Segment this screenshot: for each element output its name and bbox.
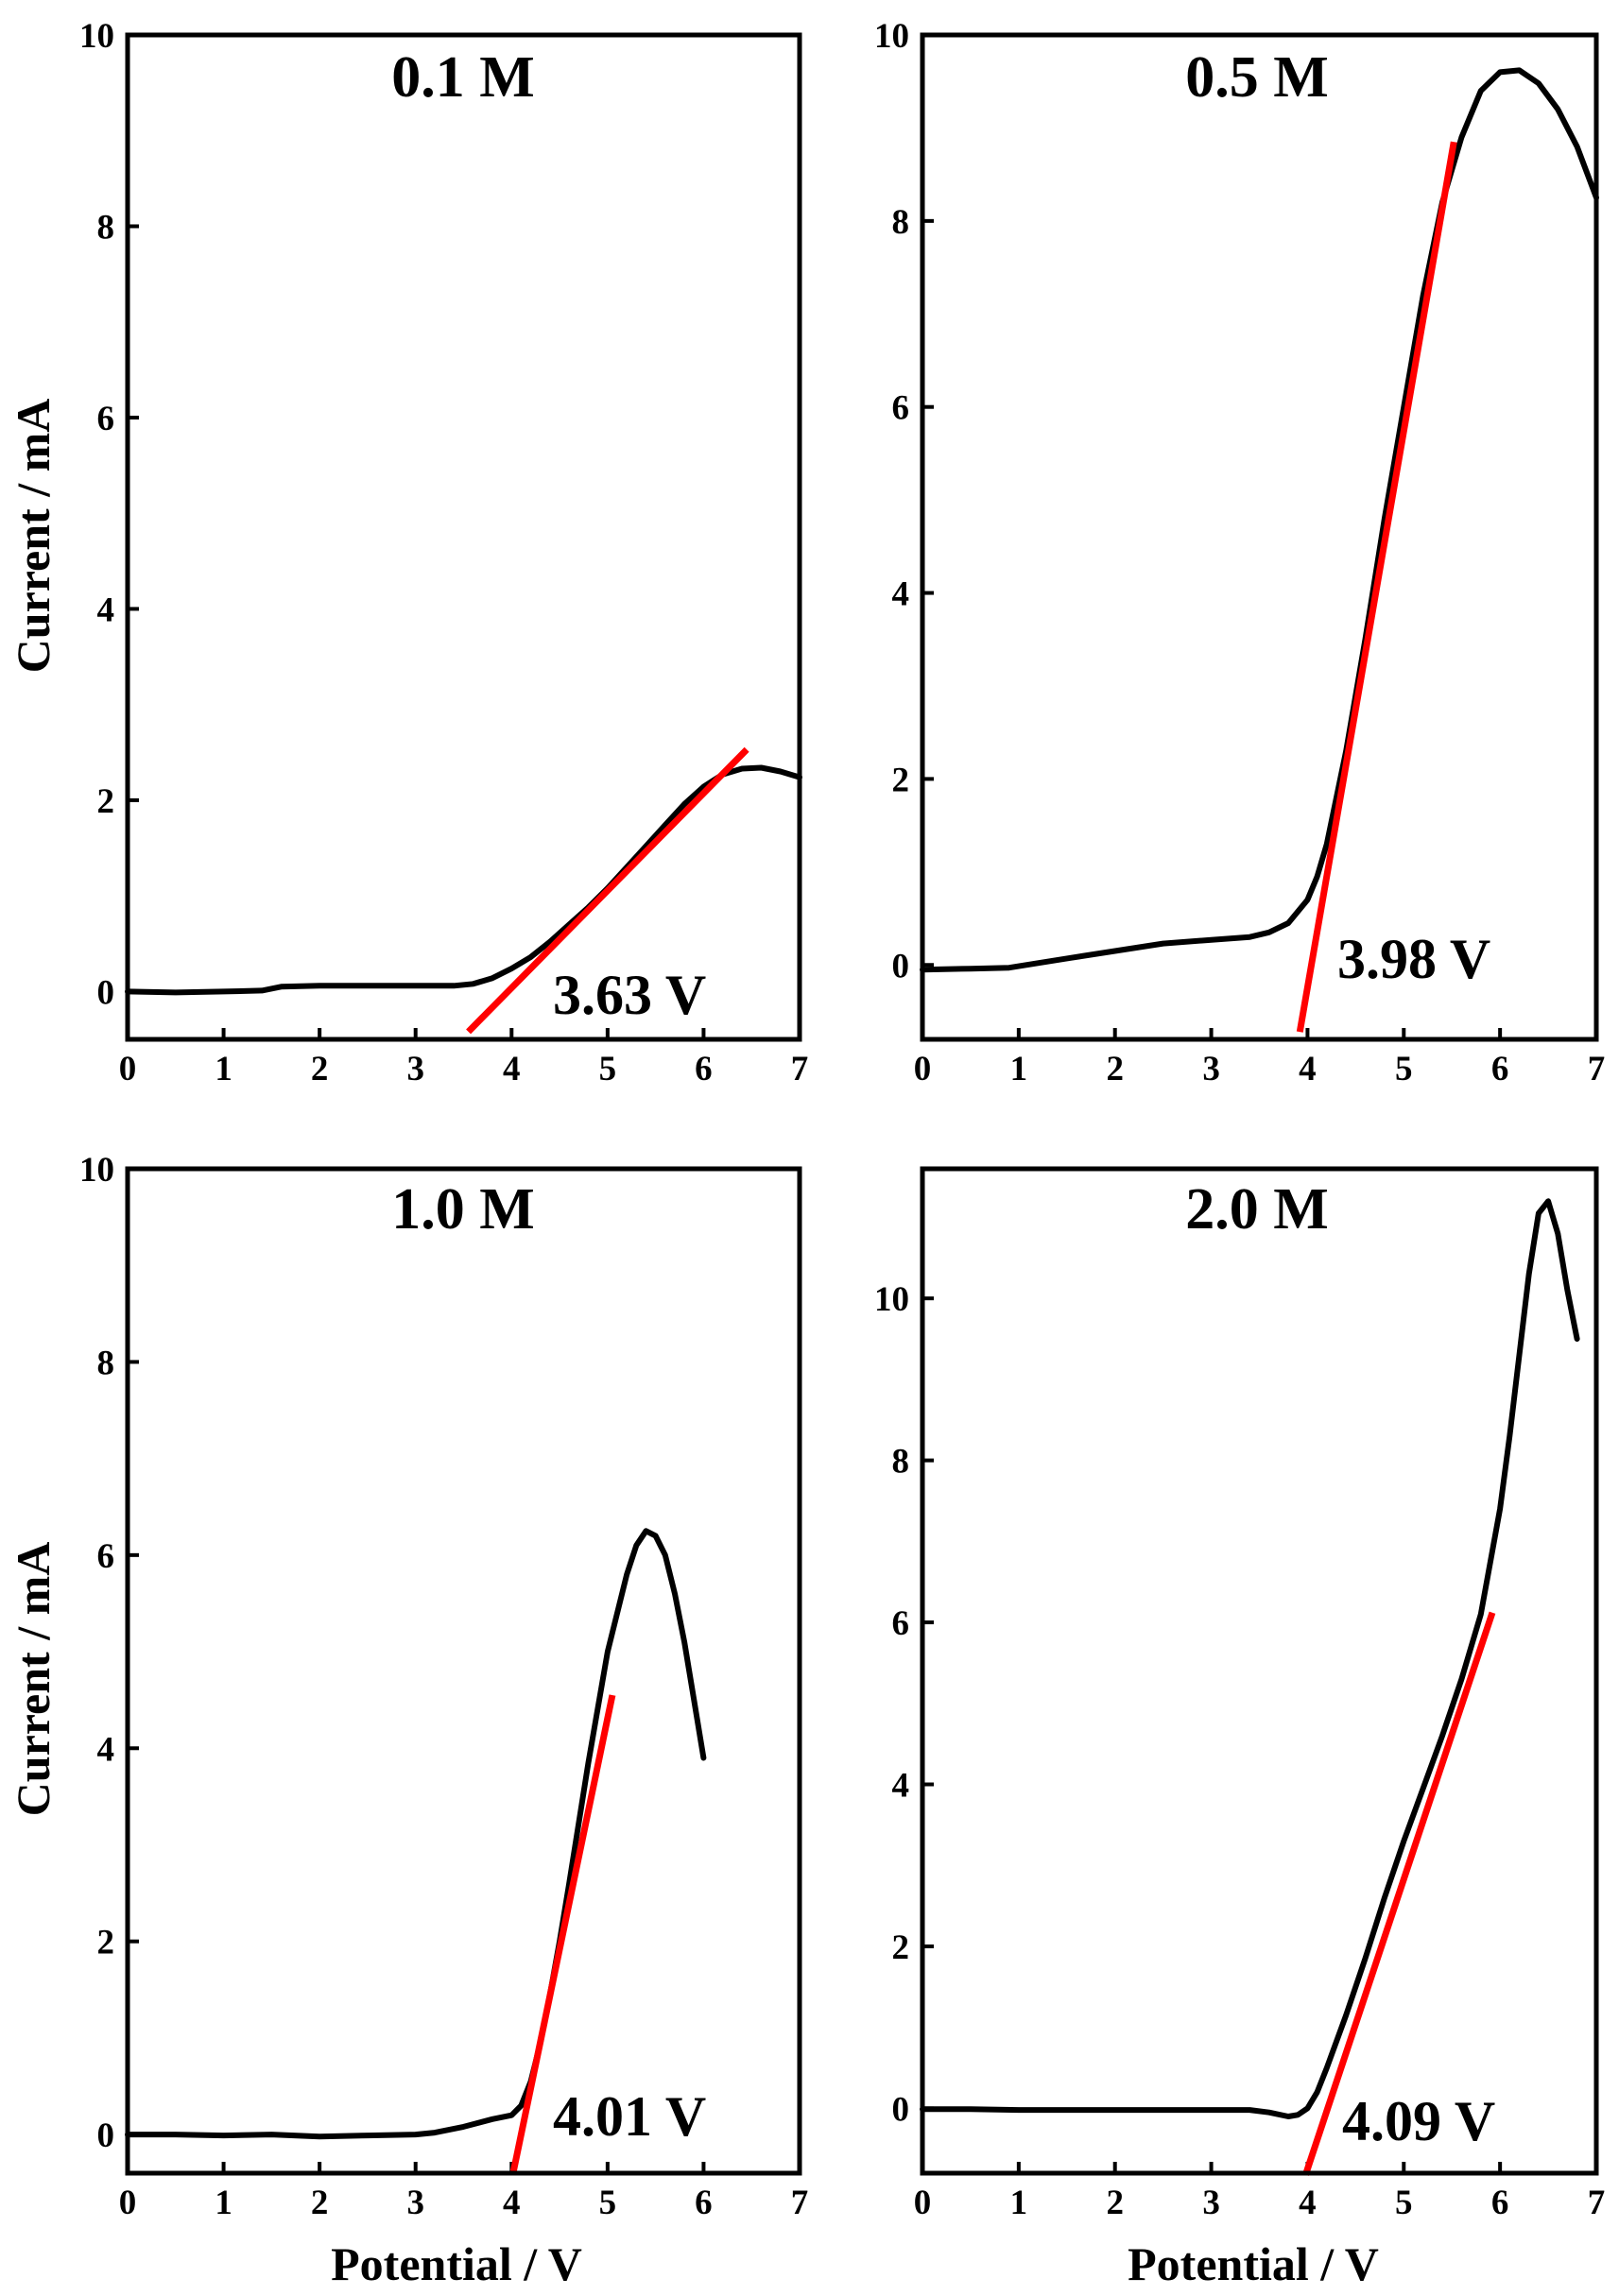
x-tick-label-0: 0	[119, 2184, 137, 2222]
y-tick-label-4: 4	[892, 575, 910, 614]
plot-frame	[920, 32, 1599, 1042]
x-tick-label-0: 0	[119, 1050, 137, 1088]
panel-title: 0.5 M	[1185, 45, 1329, 110]
x-tick-label-1: 1	[1010, 1050, 1028, 1088]
y-tick-label-6: 6	[97, 400, 115, 438]
x-tick-label-2: 2	[1106, 2184, 1124, 2222]
series-line-0	[920, 1198, 1580, 2119]
y-tick-label-10: 10	[874, 17, 909, 56]
x-tick-label-3: 3	[406, 2184, 424, 2222]
plot-frame	[920, 1166, 1599, 2176]
y-axis-title-top: Current / mA	[7, 399, 60, 674]
x-axis-title-left: Potential / V	[331, 2237, 582, 2290]
plot-frame	[125, 32, 802, 1042]
y-tick-label-8: 8	[97, 208, 115, 247]
y-tick-label-4: 4	[97, 591, 115, 629]
x-tick-label-5: 5	[1395, 2184, 1413, 2222]
x-tick-label-0: 0	[914, 1050, 932, 1088]
x-tick-label-3: 3	[1202, 1050, 1220, 1088]
x-tick-label-7: 7	[1588, 1050, 1606, 1088]
panel-0-5M: 0 1 2 3 4 5 6 7 0 2 4 6 8 10 0.5 M 3.98 V	[874, 17, 1605, 1088]
x-tick-label-5: 5	[599, 2184, 617, 2222]
y-tick-label-0: 0	[97, 2116, 115, 2155]
x-tick-label-6: 6	[695, 1050, 713, 1088]
panel-2-0M: 0 1 2 3 4 5 6 7 0 2 4 6 8 10 2.0 M 4.09 V	[874, 1166, 1606, 2222]
x-tick-label-0: 0	[914, 2184, 932, 2222]
panel-0-1M: 0 1 2 3 4 5 6 7 0 2 4 6 8 10 0.1 M 3.63 V	[79, 17, 808, 1088]
x-tick-label-7: 7	[791, 1050, 809, 1088]
y-tick-label-0: 0	[892, 2090, 910, 2129]
panel-title: 0.1 M	[391, 45, 535, 110]
y-tick-label-10: 10	[79, 17, 114, 56]
x-tick-label-2: 2	[1106, 1050, 1124, 1088]
onset-potential-label: 3.63 V	[553, 964, 706, 1026]
y-tick-label-10: 10	[874, 1280, 909, 1319]
x-tick-label-6: 6	[695, 2184, 713, 2222]
series-line-0	[920, 67, 1599, 973]
x-tick-label-4: 4	[1299, 1050, 1317, 1088]
y-tick-label-0: 0	[97, 973, 115, 1012]
x-tick-label-6: 6	[1491, 2184, 1509, 2222]
y-tick-label-10: 10	[79, 1151, 114, 1190]
onset-potential-label: 4.09 V	[1342, 2090, 1495, 2152]
x-tick-label-3: 3	[1202, 2184, 1220, 2222]
y-tick-label-0: 0	[892, 947, 910, 985]
y-tick-label-6: 6	[892, 389, 910, 428]
panel-title: 1.0 M	[391, 1177, 535, 1242]
x-tick-label-4: 4	[503, 2184, 521, 2222]
x-tick-label-6: 6	[1491, 1050, 1509, 1088]
tangent-fit-line	[509, 1694, 616, 2172]
x-tick-label-5: 5	[599, 1050, 617, 1088]
x-tick-label-5: 5	[1395, 1050, 1413, 1088]
x-tick-label-1: 1	[215, 2184, 233, 2222]
tangent-fit-line	[466, 746, 749, 1035]
y-tick-label-2: 2	[892, 1928, 910, 1967]
y-tick-label-8: 8	[97, 1344, 115, 1382]
x-tick-label-4: 4	[503, 1050, 521, 1088]
x-tick-label-1: 1	[1010, 2184, 1028, 2222]
x-axis-title-right: Potential / V	[1128, 2237, 1379, 2290]
onset-potential-label: 3.98 V	[1337, 928, 1490, 990]
y-tick-label-4: 4	[97, 1730, 115, 1769]
y-tick-label-4: 4	[892, 1767, 910, 1806]
y-tick-label-8: 8	[892, 1443, 910, 1482]
y-tick-label-6: 6	[97, 1537, 115, 1576]
panel-1-0M: 0 1 2 3 4 5 6 7 0 2 4 6 8 10 1.0 M 4.01 V	[79, 1151, 808, 2222]
x-tick-label-2: 2	[311, 2184, 329, 2222]
plot-frame	[125, 1166, 802, 2176]
y-tick-label-2: 2	[97, 782, 115, 821]
tangent-fit-line	[1302, 1611, 1496, 2176]
y-axis-title-bottom: Current / mA	[7, 1542, 60, 1817]
x-tick-label-7: 7	[1588, 2184, 1606, 2222]
y-tick-label-2: 2	[892, 761, 910, 799]
panel-title: 2.0 M	[1185, 1177, 1329, 1242]
x-tick-label-7: 7	[791, 2184, 809, 2222]
series-line-0	[125, 1528, 707, 2140]
onset-potential-label: 4.01 V	[553, 2085, 706, 2148]
y-tick-label-2: 2	[97, 1924, 115, 1962]
y-tick-label-8: 8	[892, 203, 910, 242]
x-tick-label-2: 2	[311, 1050, 329, 1088]
x-tick-label-1: 1	[215, 1050, 233, 1088]
x-tick-label-4: 4	[1299, 2184, 1317, 2222]
y-tick-label-6: 6	[892, 1604, 910, 1643]
tangent-fit-line	[1296, 141, 1457, 1033]
x-tick-label-3: 3	[406, 1050, 424, 1088]
